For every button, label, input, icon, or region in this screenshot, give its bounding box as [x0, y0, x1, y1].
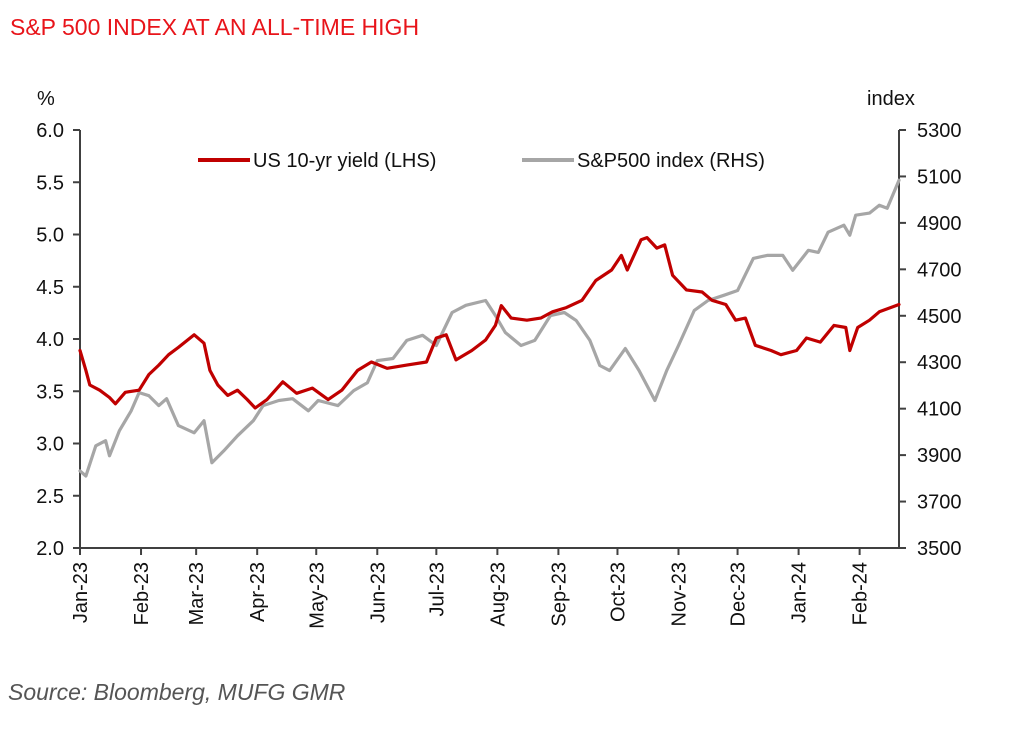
- left-tick-label: 6.0: [36, 120, 64, 142]
- x-tick-label: Mar-23: [186, 562, 208, 625]
- x-tick-label: May-23: [306, 562, 328, 629]
- left-tick-label: 2.5: [36, 486, 64, 508]
- legend-label-yield: US 10-yr yield (LHS): [253, 150, 436, 172]
- right-tick-label: 3700: [917, 492, 962, 514]
- series-line-sp500-index: [78, 178, 901, 478]
- x-tick-label: Jul-23: [426, 562, 448, 616]
- left-tick-label: 3.5: [36, 381, 64, 403]
- legend-label-spx: S&P500 index (RHS): [577, 150, 765, 172]
- x-tick-label: Jan-23: [70, 562, 92, 623]
- right-tick-label: 3500: [917, 538, 962, 560]
- x-tick-label: Oct-23: [607, 562, 629, 622]
- right-tick-label: 5100: [917, 166, 962, 188]
- right-tick-label: 4900: [917, 213, 962, 235]
- right-tick-label: 4100: [917, 399, 962, 421]
- x-tick-label: Nov-23: [669, 562, 691, 626]
- x-tick-label: Aug-23: [487, 562, 509, 627]
- left-tick-label: 2.0: [36, 538, 64, 560]
- series-line-us-10yr-yield: [78, 236, 901, 410]
- x-tick-label: Apr-23: [247, 562, 269, 622]
- right-tick-label: 5300: [917, 120, 962, 142]
- right-tick-label: 4700: [917, 259, 962, 281]
- ticks: 6.0 5.5 5.0 4.5 4.0 3.5 3.0 2.5 2.0 5300 5100 4900 4…: [36, 120, 961, 629]
- right-tick-label: 3900: [917, 445, 962, 467]
- chart-title: S&P 500 INDEX AT AN ALL-TIME HIGH: [10, 14, 420, 40]
- x-tick-label: Dec-23: [728, 562, 750, 626]
- left-tick-label: 5.0: [36, 225, 64, 247]
- x-tick-label: Feb-23: [131, 562, 153, 625]
- x-tick-label: Jun-23: [367, 562, 389, 623]
- series-lines: [78, 178, 901, 478]
- right-tick-label: 4300: [917, 352, 962, 374]
- x-tick-label: Feb-24: [850, 562, 872, 625]
- right-tick-label: 4500: [917, 306, 962, 328]
- source-note: Source: Bloomberg, MUFG GMR: [8, 679, 346, 705]
- left-tick-label: 4.5: [36, 277, 64, 299]
- legend: US 10-yr yield (LHS) S&P500 index (RHS): [198, 150, 765, 172]
- left-tick-label: 3.0: [36, 434, 64, 456]
- left-axis-label: %: [37, 88, 55, 110]
- x-tick-label: Jan-24: [789, 562, 811, 623]
- right-axis-label: index: [867, 88, 915, 110]
- x-tick-label: Sep-23: [548, 562, 570, 627]
- left-tick-label: 5.5: [36, 172, 64, 194]
- left-tick-label: 4.0: [36, 329, 64, 351]
